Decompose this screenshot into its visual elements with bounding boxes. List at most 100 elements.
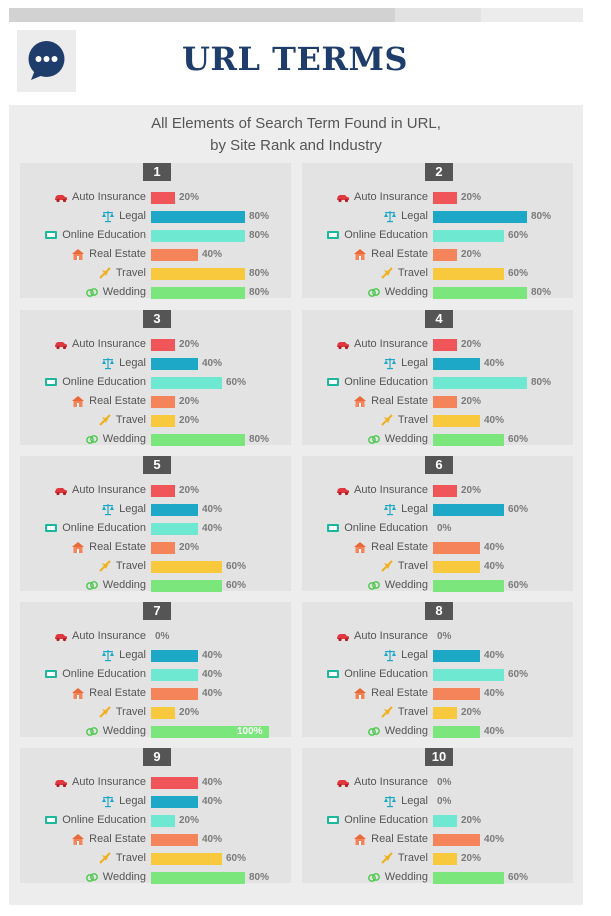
bar-row: Real Estate 20% [20,539,291,556]
bar-row: Auto Insurance 0% [20,628,291,645]
bar [151,192,175,204]
category-label: Legal [401,357,428,369]
bar-row: Wedding 80% [302,284,573,301]
bar-row: Wedding 80% [20,869,291,886]
bar-row: Online Education 40% [20,520,291,537]
monitor-icon [326,375,340,389]
bar [151,796,198,808]
bar [433,707,457,719]
rings-icon [367,432,381,446]
bar-row: Online Education 60% [20,374,291,391]
bar-row: Real Estate 40% [20,831,291,848]
category-label: Travel [115,560,146,572]
data-label: 60% [508,872,529,883]
data-label: 60% [508,268,529,279]
category-label: Online Education [62,814,146,826]
bar-row: Online Education 60% [302,227,573,244]
bar [433,358,480,370]
data-label: 80% [249,211,270,222]
data-label: 40% [484,688,505,699]
bar-row: Travel 40% [302,412,573,429]
bar-row: Wedding 80% [20,284,291,301]
rings-icon [85,870,99,884]
car-icon [336,629,350,643]
bar [151,339,175,351]
category-label: Auto Insurance [72,776,146,788]
bar-row: Auto Insurance 20% [302,189,573,206]
bar-row: Online Education 20% [20,812,291,829]
airplane-icon [98,266,112,280]
bar [433,853,457,865]
bar [151,211,245,223]
rank-badge: 2 [425,163,453,181]
bar-row: Wedding 60% [302,431,573,448]
category-label: Legal [119,649,146,661]
rings-icon [85,432,99,446]
data-label: 40% [202,504,223,515]
monitor-icon [326,521,340,535]
data-label: 20% [179,192,200,203]
category-label: Auto Insurance [354,338,428,350]
rings-icon [85,724,99,738]
bar-row: Wedding 80% [20,431,291,448]
rank-badge: 4 [425,310,453,328]
category-label: Real Estate [89,687,146,699]
data-label: 20% [179,396,200,407]
data-label: 80% [249,230,270,241]
bar [151,580,222,592]
airplane-icon [98,559,112,573]
rank-card: 7 Auto Insurance 0% Legal 40% Online Educatio… [20,602,291,740]
data-label: 60% [508,580,529,591]
rank-badge: 7 [143,602,171,620]
data-label: 40% [202,777,223,788]
bar-row: Auto Insurance 20% [20,336,291,353]
bar [433,434,504,446]
house-icon [353,247,367,261]
airplane-icon [380,559,394,573]
bar [433,580,504,592]
data-label: 0% [155,631,170,642]
data-label: 60% [508,230,529,241]
house-icon [71,832,85,846]
category-label: Online Education [344,522,428,534]
bar [151,287,245,299]
category-label: Auto Insurance [72,338,146,350]
chat-bubble-icon [28,41,65,80]
airplane-icon [380,413,394,427]
data-label: 20% [179,415,200,426]
bar [433,834,480,846]
bar-row: Travel 60% [20,558,291,575]
category-label: Real Estate [89,833,146,845]
category-label: Wedding [102,871,146,883]
category-label: Online Education [344,668,428,680]
bar [151,561,222,573]
scales-icon [383,209,397,223]
bar-row: Travel 60% [302,265,573,282]
rank-card: 3 Auto Insurance 20% Legal 40% Online Educati… [20,310,291,448]
data-label: 0% [437,796,452,807]
chart-title: All Elements of Search Term Found in URL… [9,113,583,157]
category-label: Online Education [62,229,146,241]
monitor-icon [44,521,58,535]
airplane-icon [98,413,112,427]
bar-row: Auto Insurance 0% [302,774,573,791]
rank-card: 9 Auto Insurance 40% Legal 40% Online Educati… [20,748,291,886]
car-icon [336,190,350,204]
bar [151,268,245,280]
bar-row: Travel 60% [20,850,291,867]
rings-icon [367,285,381,299]
category-label: Travel [397,414,428,426]
category-label: Real Estate [89,395,146,407]
bar [433,669,504,681]
bar [151,834,198,846]
bar [433,268,504,280]
bar-row: Real Estate 40% [302,831,573,848]
data-label: 20% [179,707,200,718]
bar-row: Legal 40% [20,647,291,664]
bar-row: Wedding 100% [20,723,291,740]
bar [433,485,457,497]
category-label: Wedding [102,725,146,737]
rank-card: 4 Auto Insurance 20% Legal 40% Online Educati… [302,310,573,448]
data-label: 0% [437,777,452,788]
data-label: 40% [202,834,223,845]
